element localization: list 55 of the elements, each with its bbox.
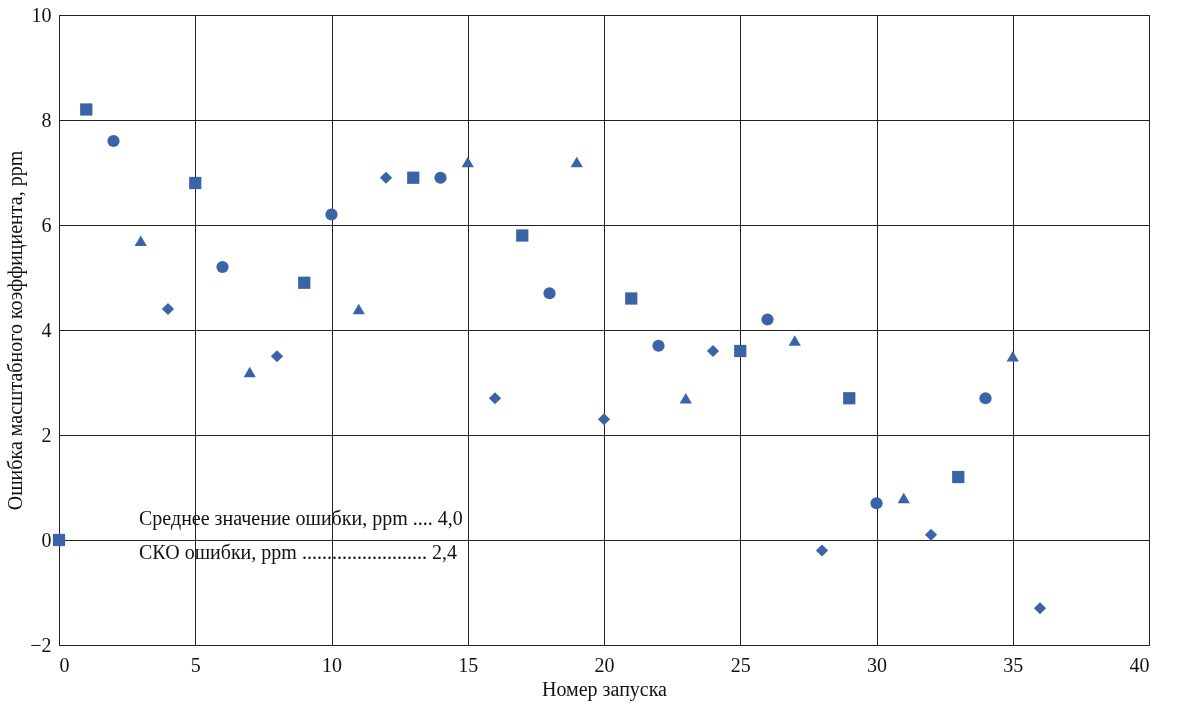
y-tick-label: 4 (41, 318, 52, 341)
point (189, 176, 202, 190)
point (52, 533, 66, 547)
point (216, 260, 229, 274)
point (570, 156, 583, 168)
y-tick-label: 2 (41, 423, 52, 446)
point (461, 156, 474, 168)
point (734, 344, 747, 358)
point (325, 208, 338, 221)
point (434, 171, 447, 184)
point (897, 492, 910, 504)
point (679, 392, 692, 404)
y-axis-title: Ошибка масштабного коэффициента, ppm (4, 150, 28, 511)
point (379, 171, 393, 184)
point (761, 313, 774, 326)
x-tick-label: 35 (1003, 653, 1024, 676)
y-tick-label: 8 (41, 108, 52, 131)
point (161, 302, 175, 316)
x-tick-label: 40 (1129, 653, 1150, 676)
point (952, 470, 965, 484)
point (107, 134, 120, 148)
point (843, 392, 856, 405)
x-tick-label: 20 (594, 653, 615, 676)
point (979, 392, 992, 405)
x-tick-label: 10 (322, 653, 342, 676)
point (134, 235, 147, 247)
point (516, 229, 529, 242)
point (597, 413, 611, 426)
point (1006, 350, 1019, 362)
point (625, 292, 638, 305)
x-tick-label: 30 (867, 653, 887, 676)
point (488, 392, 502, 405)
point (243, 366, 256, 378)
point (788, 335, 801, 346)
x-axis-title: Номер запуска (542, 677, 668, 701)
point (706, 344, 720, 358)
point (815, 544, 829, 557)
y-tick-label: 6 (41, 213, 52, 236)
y-tick-label: 10 (31, 3, 52, 26)
x-tick-label: 5 (190, 653, 201, 676)
x-tick-label: 25 (730, 653, 751, 676)
y-tick-label: 0 (41, 528, 52, 551)
point (1033, 602, 1047, 615)
point (924, 528, 938, 541)
point (652, 339, 665, 352)
point (80, 103, 93, 116)
point (407, 171, 420, 184)
point (352, 303, 365, 315)
x-tick-label: 15 (458, 653, 479, 676)
point (298, 276, 311, 289)
y-tick-label: −2 (30, 633, 52, 656)
x-tick-label: 0 (59, 653, 70, 676)
point (870, 497, 883, 510)
point (270, 350, 284, 363)
point (543, 287, 556, 300)
